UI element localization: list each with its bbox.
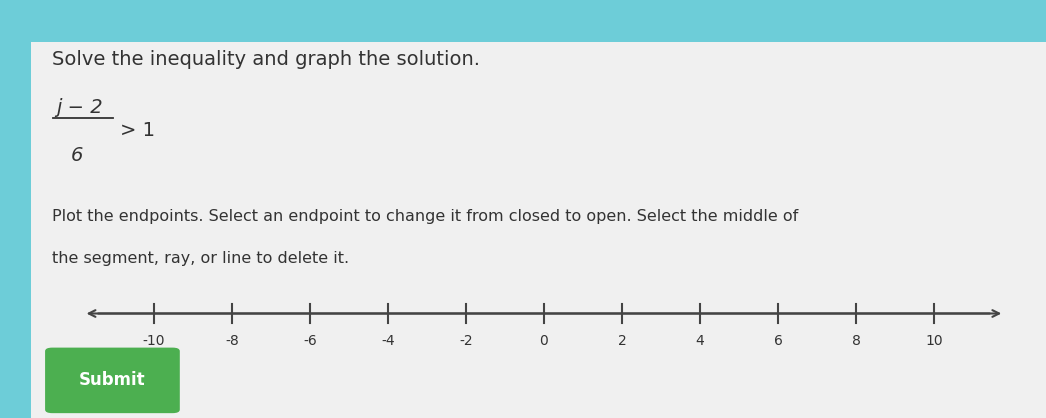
Text: 6: 6	[71, 146, 84, 165]
Text: -10: -10	[142, 334, 165, 348]
Text: Plot the endpoints. Select an endpoint to change it from closed to open. Select : Plot the endpoints. Select an endpoint t…	[52, 209, 798, 224]
Text: > 1: > 1	[120, 121, 155, 140]
Text: the segment, ray, or line to delete it.: the segment, ray, or line to delete it.	[52, 251, 349, 266]
Text: Solve the inequality and graph the solution.: Solve the inequality and graph the solut…	[52, 50, 480, 69]
Text: j − 2: j − 2	[56, 98, 104, 117]
FancyBboxPatch shape	[45, 348, 180, 413]
Text: 6: 6	[773, 334, 782, 348]
Text: 4: 4	[696, 334, 704, 348]
Text: 0: 0	[540, 334, 548, 348]
Text: 2: 2	[617, 334, 627, 348]
Text: 8: 8	[851, 334, 861, 348]
Text: -8: -8	[225, 334, 238, 348]
Text: -4: -4	[381, 334, 394, 348]
Text: 10: 10	[925, 334, 942, 348]
Text: -2: -2	[459, 334, 473, 348]
Text: Submit: Submit	[79, 371, 145, 390]
Text: -6: -6	[303, 334, 317, 348]
